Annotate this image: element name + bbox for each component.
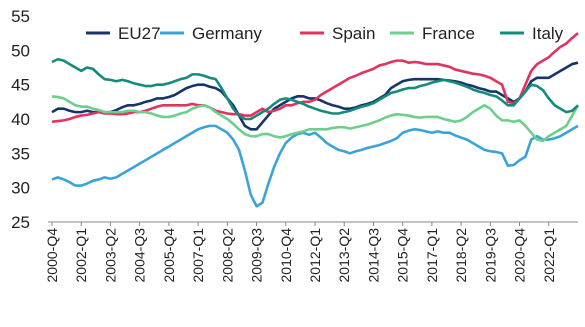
x-tick-label: 2012-Q1 (307, 228, 323, 283)
y-tick-label: 45 (11, 76, 30, 95)
series-line (51, 124, 579, 208)
x-tick-label: 2002-Q1 (73, 228, 89, 283)
x-tick-label: 2007-Q1 (190, 228, 206, 283)
x-tick-label: 2010-Q4 (278, 228, 294, 283)
legend-label: Germany (192, 24, 262, 43)
x-tick-label: 2000-Q4 (44, 228, 60, 283)
x-tick-label: 2019-Q3 (482, 228, 498, 283)
x-tick-label: 2022-Q1 (541, 228, 557, 283)
y-tick-label: 40 (11, 110, 30, 129)
x-tick-label: 2005-Q4 (161, 228, 177, 283)
x-tick-label: 2018-Q2 (453, 228, 469, 283)
x-tick-label: 2008-Q2 (219, 228, 235, 283)
y-tick-label: 50 (11, 41, 30, 60)
x-tick-label: 2003-Q2 (102, 228, 118, 283)
series-line (51, 57, 579, 121)
legend-label: France (422, 24, 475, 43)
legend-label: EU27 (118, 24, 161, 43)
y-tick-label: 55 (11, 7, 30, 26)
x-tick-label: 2004-Q3 (132, 228, 148, 283)
legend-label: Italy (532, 24, 564, 43)
series-line (51, 95, 580, 143)
x-tick-label: 2015-Q4 (395, 228, 411, 283)
legend-label: Spain (332, 24, 375, 43)
x-tick-label: 2013-Q2 (336, 228, 352, 283)
y-tick-label: 30 (11, 179, 30, 198)
y-tick-label: 25 (11, 213, 30, 232)
x-tick-label: 2017-Q1 (424, 228, 440, 283)
x-tick-label: 2009-Q3 (249, 228, 265, 283)
x-tick-label: 2014-Q3 (365, 228, 381, 283)
y-tick-label: 35 (11, 144, 30, 163)
x-tick-label: 2020-Q4 (512, 228, 528, 283)
